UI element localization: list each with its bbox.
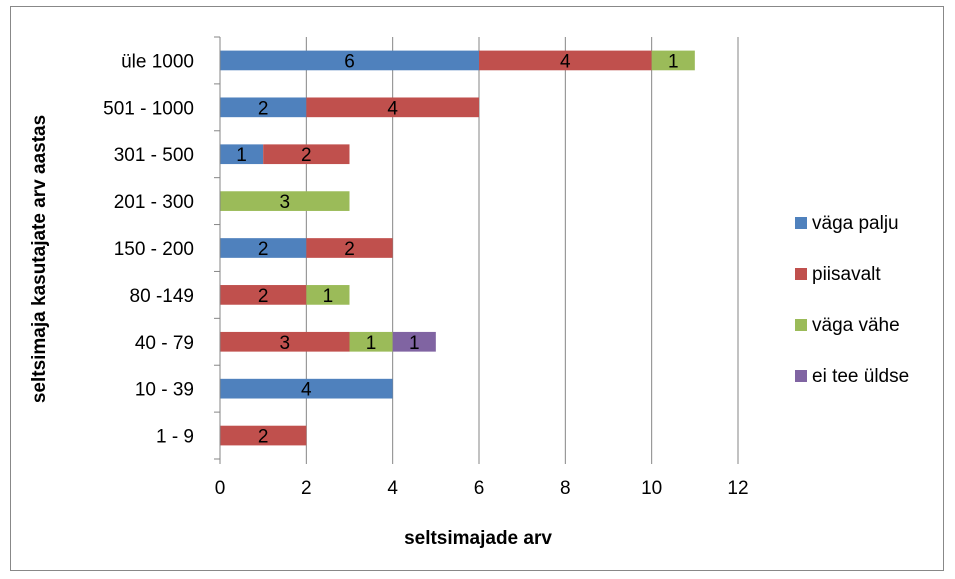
data-label: 2 <box>301 145 312 166</box>
bar-segment <box>263 144 350 165</box>
data-label: 1 <box>668 51 679 72</box>
y-tick-label: 301 - 500 <box>114 145 194 166</box>
bar-segment <box>220 425 307 446</box>
legend-swatch <box>795 319 807 331</box>
y-tick-label: 10 - 39 <box>135 380 194 401</box>
data-label: 2 <box>258 286 269 307</box>
bar-segment <box>306 238 393 258</box>
bar-segment <box>220 378 393 399</box>
y-tick-label: 201 - 300 <box>114 192 194 213</box>
bar-segment <box>392 331 436 352</box>
data-label: 2 <box>258 239 269 260</box>
x-tick-label: 10 <box>641 478 662 499</box>
y-axis-title: seltsimaja kasutajate arv aastas <box>29 115 50 403</box>
x-tick-label: 4 <box>387 478 398 499</box>
bar-segment <box>220 144 264 165</box>
y-tick-label: 80 -149 <box>130 286 194 307</box>
bar-segment <box>220 331 350 352</box>
legend-label: väga vähe <box>812 315 900 336</box>
legend: väga palju piisavalt väga vähe ei tee üldse <box>795 213 909 387</box>
bar-segment <box>349 331 393 352</box>
legend-label: väga palju <box>812 213 899 234</box>
y-tick-label: 1 - 9 <box>156 427 194 448</box>
x-axis-title: seltsimajade arv <box>404 528 552 549</box>
legend-swatch <box>795 370 807 382</box>
data-label: 6 <box>344 51 355 72</box>
data-label: 1 <box>409 333 420 354</box>
bar-segment <box>220 238 307 258</box>
data-labels: 6 4 1 2 4 1 2 3 2 2 2 1 3 1 1 4 2 <box>236 51 678 447</box>
bar-segment <box>651 50 695 71</box>
y-tick-label: 150 - 200 <box>114 239 194 260</box>
legend-label: piisavalt <box>812 264 881 285</box>
data-label: 1 <box>323 286 334 307</box>
bar-segment <box>220 285 307 305</box>
bar-segment <box>306 97 479 118</box>
data-label: 1 <box>236 145 247 166</box>
data-label: 4 <box>560 51 571 72</box>
legend-label: ei tee üldse <box>812 366 909 387</box>
legend-swatch <box>795 268 807 280</box>
data-label: 2 <box>258 98 269 119</box>
x-tick-label: 0 <box>215 478 226 499</box>
bar-segment <box>220 191 350 211</box>
bar-segment <box>479 50 652 71</box>
data-label: 3 <box>279 333 290 354</box>
x-tick-label: 6 <box>474 478 485 499</box>
data-label: 1 <box>366 333 377 354</box>
x-tick-label: 8 <box>560 478 571 499</box>
y-tick-label: 40 - 79 <box>135 333 194 354</box>
bar-segment <box>220 97 307 118</box>
legend-swatch <box>795 217 807 229</box>
data-label: 4 <box>301 380 312 401</box>
bar-segment <box>220 50 479 71</box>
data-label: 2 <box>344 239 355 260</box>
data-label: 3 <box>279 192 290 213</box>
bar-segment <box>306 285 350 305</box>
x-tick-label: 2 <box>301 478 312 499</box>
data-label: 2 <box>258 427 269 448</box>
bars <box>220 50 695 446</box>
y-tick-label: 501 - 1000 <box>103 98 194 119</box>
data-label: 4 <box>387 98 398 119</box>
y-tick-label: üle 1000 <box>121 51 194 72</box>
x-tick-label: 12 <box>727 478 748 499</box>
